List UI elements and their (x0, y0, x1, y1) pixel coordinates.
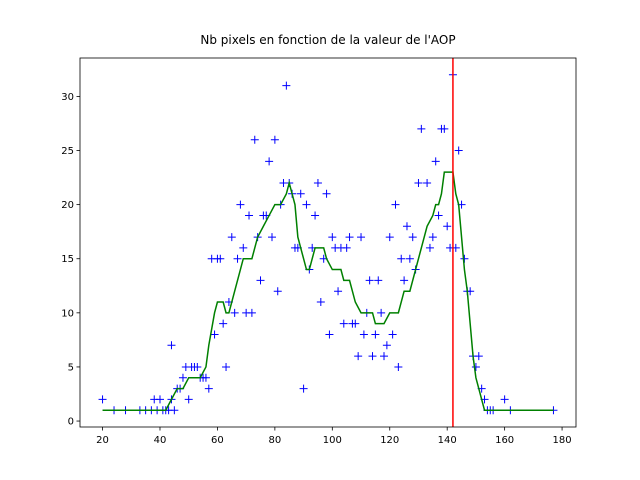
point (296, 189, 305, 198)
y-tick-label: 0 (68, 417, 74, 428)
x-tick-label: 140 (438, 435, 457, 446)
y-tick-label: 25 (61, 146, 74, 157)
point (282, 81, 291, 90)
chart-title: Nb pixels en fonction de la valeur de l'… (200, 33, 455, 47)
point (400, 276, 409, 285)
point (440, 124, 449, 133)
point (425, 243, 434, 252)
point (230, 308, 239, 317)
point (178, 373, 187, 382)
y-tick-label: 5 (68, 362, 74, 373)
point (193, 362, 202, 371)
line (102, 171, 554, 411)
point (431, 157, 440, 166)
point (500, 395, 509, 404)
point (316, 298, 325, 307)
point (325, 330, 334, 339)
point (428, 233, 437, 242)
point (201, 373, 210, 382)
point (417, 124, 426, 133)
point (385, 233, 394, 242)
point (423, 178, 432, 187)
x-tick-label: 120 (380, 435, 399, 446)
y-tick-label: 30 (61, 92, 74, 103)
point (267, 233, 276, 242)
point (474, 352, 483, 361)
point (219, 319, 228, 328)
point (328, 233, 337, 242)
point (397, 254, 406, 263)
point (394, 362, 403, 371)
point (434, 211, 443, 220)
point (339, 319, 348, 328)
point (454, 146, 463, 155)
point (250, 135, 259, 144)
point (471, 362, 480, 371)
x-tick-label: 180 (553, 435, 572, 446)
point (216, 254, 225, 263)
x-tick-label: 100 (323, 435, 342, 446)
point (270, 135, 279, 144)
point (167, 341, 176, 350)
point (388, 330, 397, 339)
y-tick-label: 15 (61, 254, 74, 265)
point (408, 233, 417, 242)
point (222, 362, 231, 371)
x-tick-label: 160 (495, 435, 514, 446)
point (368, 352, 377, 361)
point (227, 233, 236, 242)
point (155, 395, 164, 404)
point (357, 233, 366, 242)
point (365, 276, 374, 285)
point (239, 243, 248, 252)
point (313, 178, 322, 187)
point (265, 157, 274, 166)
x-tick-label: 40 (154, 435, 167, 446)
point (391, 200, 400, 209)
point (414, 178, 423, 187)
point (204, 384, 213, 393)
point (273, 287, 282, 296)
point (302, 200, 311, 209)
point (342, 243, 351, 252)
point (377, 308, 386, 317)
point (443, 222, 452, 231)
point (380, 352, 389, 361)
point (170, 406, 179, 415)
point (98, 395, 107, 404)
point (405, 254, 414, 263)
point (359, 330, 368, 339)
point (311, 211, 320, 220)
point (374, 276, 383, 285)
point (351, 319, 360, 328)
point (371, 330, 380, 339)
point (245, 211, 254, 220)
point (322, 189, 331, 198)
point (334, 287, 343, 296)
point (382, 341, 391, 350)
point (184, 395, 193, 404)
axes-frame (79, 57, 577, 428)
point (299, 384, 308, 393)
point (345, 233, 354, 242)
point (210, 330, 219, 339)
point (247, 308, 256, 317)
y-tick-label: 20 (61, 200, 74, 211)
y-tick-label: 10 (61, 308, 74, 319)
point (354, 352, 363, 361)
point (402, 222, 411, 231)
x-tick-label: 80 (269, 435, 282, 446)
x-tick-label: 60 (211, 435, 224, 446)
point (256, 276, 265, 285)
point (233, 254, 242, 263)
point (236, 200, 245, 209)
x-tick-label: 20 (96, 435, 109, 446)
